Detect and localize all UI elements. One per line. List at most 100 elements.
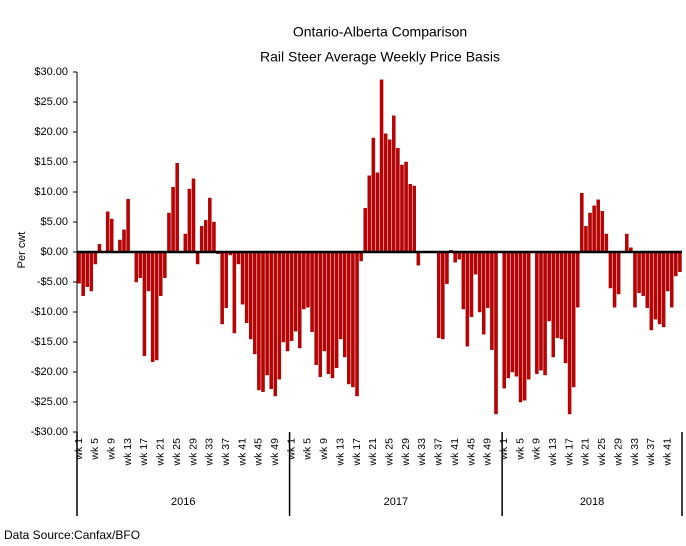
bar [473, 251, 478, 275]
bar [461, 251, 466, 310]
bar [167, 212, 171, 253]
x-tick-label: wk 17 [351, 438, 363, 467]
bar [146, 251, 151, 292]
bar [289, 251, 294, 342]
bar [187, 188, 192, 253]
x-tick-label: wk 1 [73, 438, 85, 461]
bar [441, 251, 445, 340]
bar [355, 251, 359, 397]
bar [269, 251, 273, 390]
x-tick-label: wk 1 [285, 438, 297, 461]
bar [412, 185, 416, 253]
bar [343, 251, 347, 358]
x-tick-label: wk 45 [465, 438, 477, 467]
bar [490, 251, 494, 351]
x-tick-label: wk 41 [236, 438, 248, 467]
bar [273, 251, 278, 397]
bar [477, 251, 482, 313]
bar [551, 251, 555, 358]
group-label: 2018 [580, 496, 604, 508]
bar [326, 251, 331, 375]
bar [555, 251, 560, 339]
bar [85, 251, 89, 287]
bar [584, 225, 588, 253]
bar [150, 251, 155, 363]
x-tick-label: wk 45 [253, 438, 265, 467]
y-tick-label: -$15.00 [31, 336, 68, 348]
x-tick-label: wk 33 [204, 438, 216, 467]
x-tick-label: wk 37 [433, 438, 445, 467]
bar [175, 162, 179, 253]
bar [387, 139, 392, 253]
bar [302, 251, 306, 310]
bar [400, 164, 404, 253]
bar [93, 251, 98, 265]
bar [204, 219, 208, 253]
bar [171, 186, 175, 253]
bar [257, 251, 261, 391]
bar [208, 197, 212, 253]
x-tick-label: wk 1 [498, 438, 510, 461]
bar [616, 251, 621, 295]
bar [285, 251, 290, 352]
bar [314, 251, 318, 366]
x-tick-label: wk 29 [400, 438, 412, 467]
bar [154, 251, 159, 361]
bar [159, 251, 163, 296]
chart-subtitle: Rail Steer Average Weekly Price Basis [260, 49, 500, 65]
bar [645, 251, 650, 308]
y-tick-label: $20.00 [34, 126, 68, 138]
x-tick-label: wk 37 [220, 438, 232, 467]
bar [674, 251, 678, 277]
bar [678, 251, 682, 272]
bar [633, 251, 637, 308]
y-tick-label: -$20.00 [31, 366, 68, 378]
y-tick-label: -$25.00 [31, 396, 68, 408]
source-note: Data Source:Canfax/BFO [4, 528, 140, 542]
bar [641, 251, 645, 296]
bar [306, 251, 310, 308]
bar [77, 251, 81, 284]
bar [89, 251, 94, 292]
y-tick-label: $30.00 [34, 66, 68, 78]
bar [539, 251, 543, 371]
bar [379, 79, 384, 253]
bar [105, 211, 110, 253]
bar [612, 251, 617, 308]
bar [122, 229, 126, 253]
y-tick-label: -$30.00 [31, 426, 68, 438]
x-tick-label: wk 17 [563, 438, 575, 467]
x-tick-label: wk 49 [269, 438, 281, 467]
bar [224, 251, 228, 308]
bar [445, 251, 449, 284]
bar [195, 251, 200, 265]
x-tick-label: wk 25 [384, 438, 396, 467]
bar [212, 221, 216, 253]
group-label: 2016 [171, 496, 195, 508]
bar [567, 251, 572, 415]
bar [322, 251, 327, 352]
bar [469, 251, 474, 318]
y-tick-label: $25.00 [34, 96, 68, 108]
bar [310, 251, 314, 333]
bar [559, 251, 564, 340]
bar [604, 233, 609, 253]
bar [134, 251, 139, 283]
bar [330, 251, 335, 379]
y-tick-label: -$10.00 [31, 306, 68, 318]
bar [347, 251, 351, 385]
bar [367, 175, 372, 253]
bar [571, 251, 576, 388]
bar [298, 251, 302, 349]
x-tick-label: wk 37 [645, 438, 657, 467]
bar [416, 251, 421, 266]
bar [142, 251, 147, 357]
x-tick-label: wk 9 [531, 438, 543, 461]
bar [506, 251, 511, 379]
bar [608, 251, 613, 289]
bar [518, 251, 523, 403]
bar [392, 115, 396, 253]
bar [437, 251, 441, 339]
x-tick-label: wk 33 [629, 438, 641, 467]
